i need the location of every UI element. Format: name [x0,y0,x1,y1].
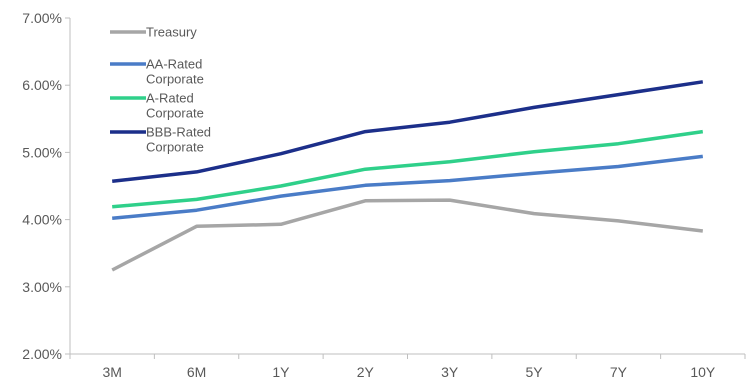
x-tick-label: 5Y [526,364,544,380]
x-tick-label: 3Y [441,364,459,380]
x-tick-label: 3M [102,364,121,380]
legend-item: AA-Rated Corporate [110,57,204,87]
y-tick-label: 5.00% [22,144,62,160]
y-tick-label: 4.00% [22,212,62,228]
series-lines [111,80,704,272]
series-line [111,198,704,272]
y-tick-label: 2.00% [22,346,62,362]
y-tick-label: 7.00% [22,10,62,26]
legend-item: A-Rated Corporate [110,91,204,121]
legend-label: A-Rated Corporate [146,91,204,121]
x-tick-label: 6M [187,364,206,380]
x-tick-label: 10Y [690,364,716,380]
x-tick-label: 1Y [272,364,290,380]
y-axis-ticks: 2.00% 3.00% 4.00% 5.00% 6.00% 7.00% [22,10,70,362]
y-tick-label: 6.00% [22,77,62,93]
x-tick-label: 7Y [610,364,628,380]
series-line [112,80,704,184]
legend-label: Treasury [146,25,197,40]
x-tick-label: 2Y [357,364,375,380]
legend-label: BBB-Rated Corporate [146,125,211,155]
series-line [112,154,704,221]
series-line [112,129,704,209]
legend: Treasury AA-Rated Corporate A-Rated Corporat… [110,25,211,155]
legend-item: BBB-Rated Corporate [110,125,211,155]
x-axis-ticks: 3M 6M 1Y 2Y 3Y 5Y 7Y 10Y [69,354,746,380]
y-tick-label: 3.00% [22,279,62,295]
legend-label: AA-Rated Corporate [146,57,204,87]
legend-item: Treasury [110,25,197,40]
